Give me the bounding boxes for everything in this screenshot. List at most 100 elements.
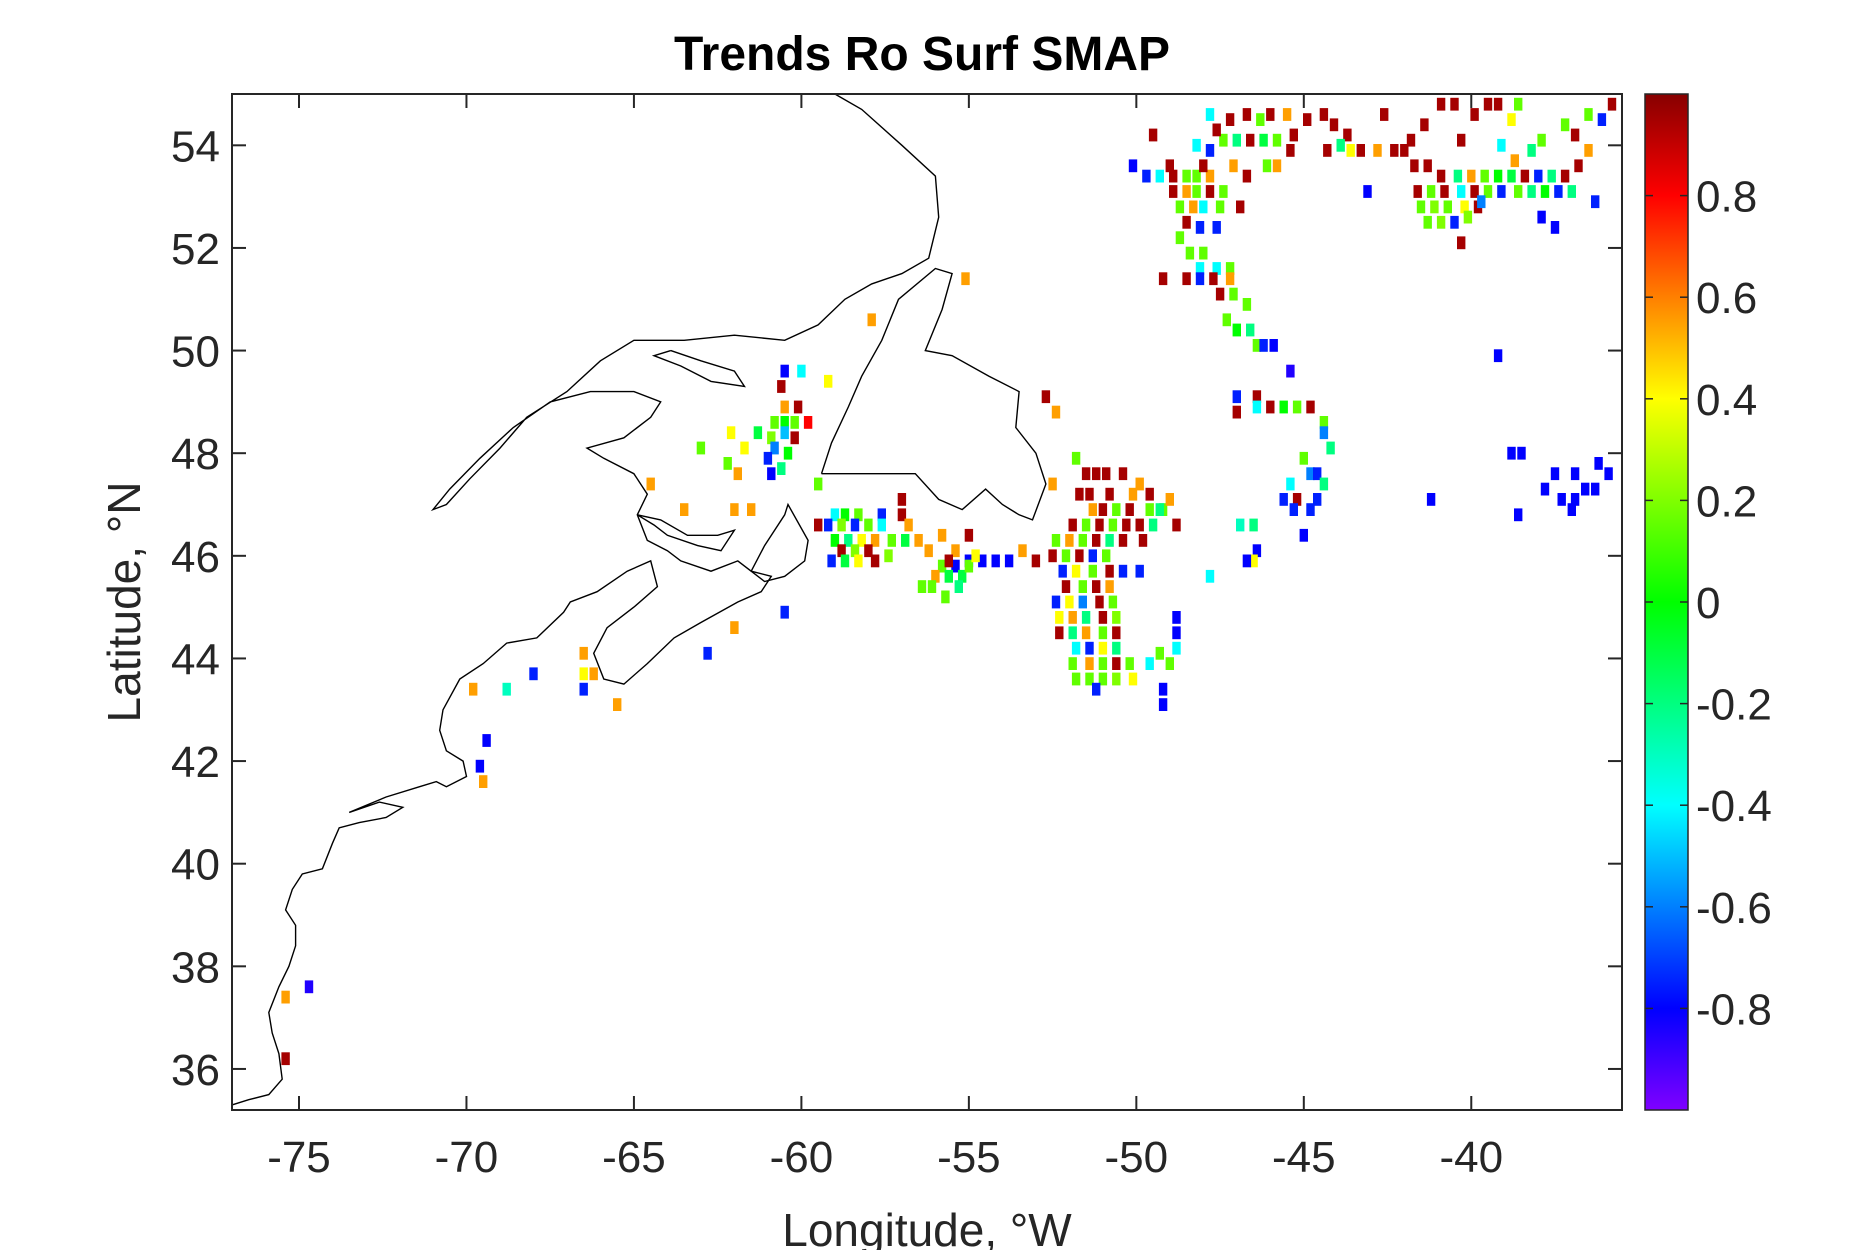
data-cell (1313, 493, 1322, 506)
data-cell (1299, 528, 1308, 542)
data-cell (646, 477, 655, 491)
data-cell (937, 528, 947, 542)
data-cell (1078, 534, 1087, 547)
data-cell (1098, 672, 1108, 686)
data-cell (1279, 400, 1288, 414)
data-cell (854, 508, 863, 522)
data-cell (1085, 657, 1094, 670)
data-cell (767, 467, 776, 481)
data-cell (479, 775, 488, 788)
data-cell (1182, 272, 1191, 286)
data-cell (1286, 364, 1295, 378)
y-tick-label: 54 (171, 122, 220, 171)
data-cell (850, 544, 860, 558)
y-tick-label: 38 (171, 943, 220, 992)
data-cell (1065, 595, 1074, 609)
data-cell (971, 549, 980, 563)
data-cell (864, 518, 873, 532)
data-cell (1112, 611, 1121, 624)
data-cell (1259, 339, 1268, 352)
data-cell (1138, 534, 1148, 547)
colorbar-tick-label: 0.8 (1696, 173, 1757, 222)
data-cell (1212, 221, 1221, 234)
data-cell (1443, 200, 1452, 214)
data-cell (1554, 185, 1563, 198)
data-cell (1065, 534, 1074, 547)
plot-frame (231, 93, 1623, 1111)
data-cell (1540, 482, 1550, 496)
data-cell (1567, 503, 1576, 516)
data-cell (780, 400, 789, 414)
data-cell (680, 503, 689, 516)
data-cell (840, 508, 850, 522)
data-cell (1242, 554, 1252, 568)
data-cell (1319, 108, 1329, 121)
colorbar-tick-label: -0.8 (1696, 985, 1772, 1034)
y-tick-label: 42 (171, 738, 220, 787)
data-cell (1205, 185, 1215, 198)
data-cell (1092, 534, 1101, 547)
data-cell (1537, 133, 1546, 147)
colorbar-tick-label: -0.6 (1696, 884, 1772, 933)
coastline-path (750, 502, 809, 583)
data-cell (1507, 113, 1516, 126)
data-cell (1252, 544, 1262, 558)
data-cell (1547, 169, 1556, 183)
data-cell (824, 374, 833, 388)
data-cell (1158, 272, 1168, 286)
x-tick-label: -55 (937, 1133, 1001, 1182)
data-cell (1068, 626, 1077, 640)
y-tick-label: 44 (171, 635, 220, 684)
data-cell (1088, 503, 1097, 516)
data-cell (830, 534, 840, 547)
x-tick-label: -50 (1105, 1133, 1169, 1182)
data-cell (579, 682, 588, 696)
data-cell (1252, 400, 1262, 414)
data-cell (1078, 580, 1087, 593)
data-cell (1319, 477, 1329, 491)
data-cell (780, 605, 789, 619)
data-cell (1098, 641, 1108, 655)
data-cell (1507, 446, 1516, 460)
data-cell (1232, 390, 1241, 404)
data-cell (1095, 595, 1104, 609)
data-cell (1584, 144, 1593, 157)
data-cell (1155, 169, 1164, 183)
data-cell (1118, 467, 1128, 481)
data-cell (1497, 138, 1506, 152)
data-cell (1135, 564, 1144, 578)
data-cell (924, 544, 933, 558)
data-cell (1430, 200, 1439, 214)
y-tick-label: 40 (171, 841, 220, 890)
x-tick-label: -40 (1439, 1133, 1503, 1182)
data-cell (1068, 657, 1077, 670)
data-cell (1581, 482, 1590, 496)
data-cell (1534, 169, 1543, 183)
data-cell (1158, 698, 1168, 711)
y-axis-label: Latitude, °N (98, 482, 150, 723)
x-tick-label: -65 (602, 1133, 666, 1182)
data-cell (1286, 144, 1295, 157)
data-cell (1051, 595, 1061, 609)
data-cell (1591, 482, 1600, 496)
data-cell (1550, 221, 1560, 234)
data-cell (1470, 185, 1479, 198)
data-cell (1018, 544, 1027, 558)
data-cell (897, 508, 907, 522)
data-cell (1236, 518, 1245, 532)
data-cell (1081, 467, 1091, 481)
colorbar-tick-label: 0.6 (1696, 274, 1757, 323)
data-cell (1225, 262, 1235, 275)
data-cell (931, 569, 940, 583)
data-cell (1493, 169, 1503, 183)
data-cell (1493, 349, 1503, 363)
data-cell (1597, 113, 1607, 126)
data-cell (961, 272, 970, 286)
data-cell (1222, 313, 1231, 327)
data-cell (1236, 200, 1245, 214)
data-cell (1142, 169, 1151, 183)
data-cell (827, 554, 836, 568)
data-cell (726, 426, 736, 440)
data-cell (1145, 503, 1154, 516)
data-cell (747, 503, 756, 516)
